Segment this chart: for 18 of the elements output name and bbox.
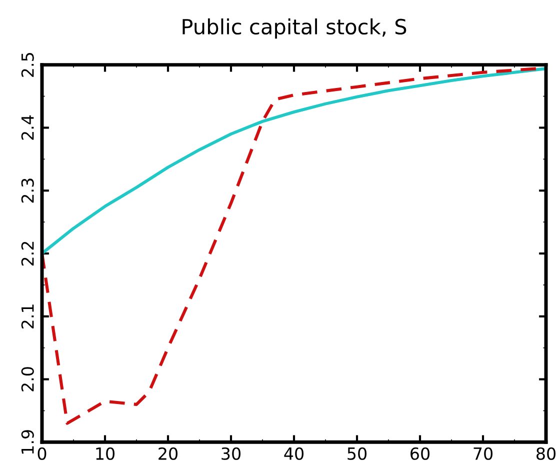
x-tick-label: 10 [96, 447, 114, 460]
y-tick-label: 2.3 [21, 178, 34, 203]
x-tick-label: 70 [474, 447, 492, 460]
y-tick-label: 2.2 [21, 242, 34, 266]
x-tick-label: 20 [158, 447, 178, 460]
x-tick-label: 50 [348, 447, 366, 460]
y-tick-label: 2.4 [21, 115, 34, 140]
line-series [42, 67, 546, 256]
x-tick-label: 0 [38, 447, 46, 460]
chart-title: Public capital stock, S [182, 18, 406, 39]
y-tick-label: 2.1 [21, 304, 34, 328]
x-tick-label: 30 [222, 447, 240, 460]
x-tick-label: 40 [284, 447, 304, 460]
y-tick-label: 1.9 [21, 430, 34, 454]
y-tick-label: 2.5 [21, 53, 34, 77]
x-tick-label: 80 [536, 447, 556, 460]
x-tick-label: 60 [410, 447, 430, 460]
y-tick-label: 2.0 [21, 367, 34, 392]
